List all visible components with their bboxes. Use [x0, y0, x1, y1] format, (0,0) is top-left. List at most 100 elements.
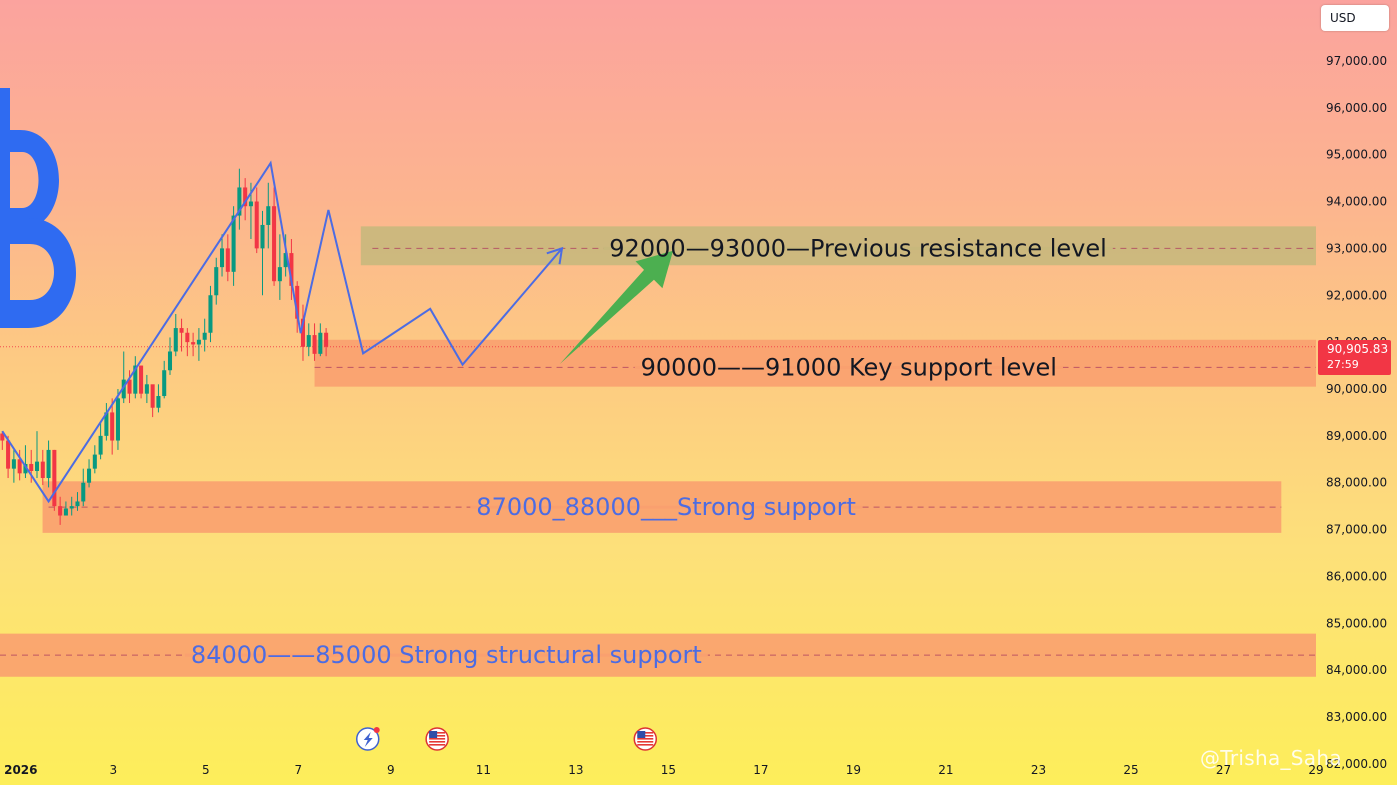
candle-body	[110, 412, 115, 441]
us-flag-icon[interactable]	[633, 727, 658, 751]
candle	[318, 323, 323, 357]
price-tick-label: 86,000.00	[1326, 569, 1387, 583]
time-tick-label: 9	[387, 763, 395, 777]
candle	[254, 187, 259, 254]
flash-event-icon[interactable]	[355, 727, 380, 751]
candle	[156, 384, 161, 413]
candle-body	[98, 435, 103, 455]
wave-projection-line	[1, 160, 563, 504]
candle-body	[248, 201, 253, 207]
candle	[150, 384, 155, 418]
candle	[58, 496, 63, 525]
candle-body	[266, 206, 271, 225]
candle-body	[40, 461, 45, 479]
events-layer	[355, 727, 658, 751]
candle-body	[214, 267, 219, 296]
price-tick-label: 89,000.00	[1326, 429, 1387, 443]
time-axis: 2026 3 5 7 9 11 13 15 17 19 21 23 25 27 29	[4, 763, 1324, 777]
price-tick-label: 83,000.00	[1326, 710, 1387, 724]
candle	[127, 370, 132, 404]
price-tick-label: 84,000.00	[1326, 663, 1387, 677]
time-tick-label: 5	[202, 763, 210, 777]
flag-stripe	[637, 738, 654, 740]
candle	[110, 398, 115, 455]
us-flag-icon[interactable]	[425, 727, 449, 751]
candle-body	[23, 463, 28, 474]
candle	[63, 501, 68, 516]
candle-body	[34, 461, 40, 471]
candle	[289, 239, 294, 300]
candle	[69, 496, 74, 516]
flash-bolt	[363, 732, 373, 747]
candle-body	[150, 384, 155, 408]
candle	[283, 234, 288, 277]
candle-body	[17, 459, 22, 474]
candle-body	[167, 351, 173, 371]
candle	[185, 328, 190, 357]
candle	[29, 449, 34, 483]
flag-canton	[637, 731, 646, 738]
zone-label: 90000——91000 Key support level	[641, 353, 1057, 381]
wave-projection-layer	[1, 160, 674, 504]
time-tick-label: 25	[1123, 763, 1138, 777]
time-tick-label: 7	[295, 763, 303, 777]
candle-body	[185, 332, 190, 343]
candle-countdown: 27:59	[1327, 358, 1359, 371]
candle-body	[11, 459, 16, 469]
price-tick-label: 96,000.00	[1326, 101, 1387, 115]
candle	[266, 182, 271, 249]
candle	[162, 360, 167, 399]
zone-label: 84000——85000 Strong structural support	[191, 641, 702, 669]
zone-labels-layer: 92000—93000—Previous resistance level 900…	[191, 234, 1107, 669]
candle-body	[6, 440, 11, 469]
candle-body	[156, 396, 161, 408]
candle	[40, 449, 45, 486]
candle-body	[231, 215, 236, 272]
candle-body	[225, 248, 230, 272]
candle-body	[208, 295, 213, 333]
flag-stripe	[429, 741, 446, 743]
bitcoin-lower-bowl	[0, 218, 76, 328]
candle-body	[289, 253, 294, 286]
candle-body	[0, 433, 5, 441]
candle	[208, 285, 213, 343]
candle-body	[139, 365, 144, 394]
candle	[277, 234, 282, 300]
candle	[34, 431, 40, 479]
candle-body	[260, 224, 265, 249]
price-tick-label: 88,000.00	[1326, 476, 1387, 490]
candle-body	[162, 370, 167, 397]
candle	[179, 318, 184, 352]
candle	[220, 234, 225, 277]
candle-body	[196, 339, 201, 345]
candle-body	[318, 332, 323, 354]
price-tick-label: 82,000.00	[1326, 757, 1387, 771]
zone-label: 87000_88000___Strong support	[476, 493, 856, 521]
zone-label-gap	[634, 365, 1063, 369]
candle-body	[202, 332, 207, 340]
candle	[133, 356, 138, 399]
zone-label-gap	[184, 653, 708, 657]
currency-button[interactable]: USD	[1321, 5, 1389, 31]
price-tick-label: 97,000.00	[1326, 54, 1387, 68]
candle-body	[254, 201, 259, 249]
time-tick-label: 29	[1308, 763, 1323, 777]
candle	[11, 449, 16, 483]
candle-body	[52, 449, 57, 507]
candle	[272, 187, 277, 286]
candle-body	[300, 318, 306, 347]
candle	[225, 234, 230, 282]
candle-body	[46, 449, 51, 479]
candle-body	[191, 342, 196, 345]
zone-label-gap	[470, 505, 862, 509]
candle-body	[115, 398, 120, 441]
candle	[92, 445, 97, 474]
wave-arrowhead	[546, 246, 564, 265]
candle-body	[63, 508, 68, 516]
watermark: @Trisha_Saha	[1200, 746, 1342, 770]
candle	[98, 421, 103, 460]
price-tick-label: 95,000.00	[1326, 148, 1387, 162]
candle	[115, 388, 120, 450]
candle	[81, 468, 86, 507]
